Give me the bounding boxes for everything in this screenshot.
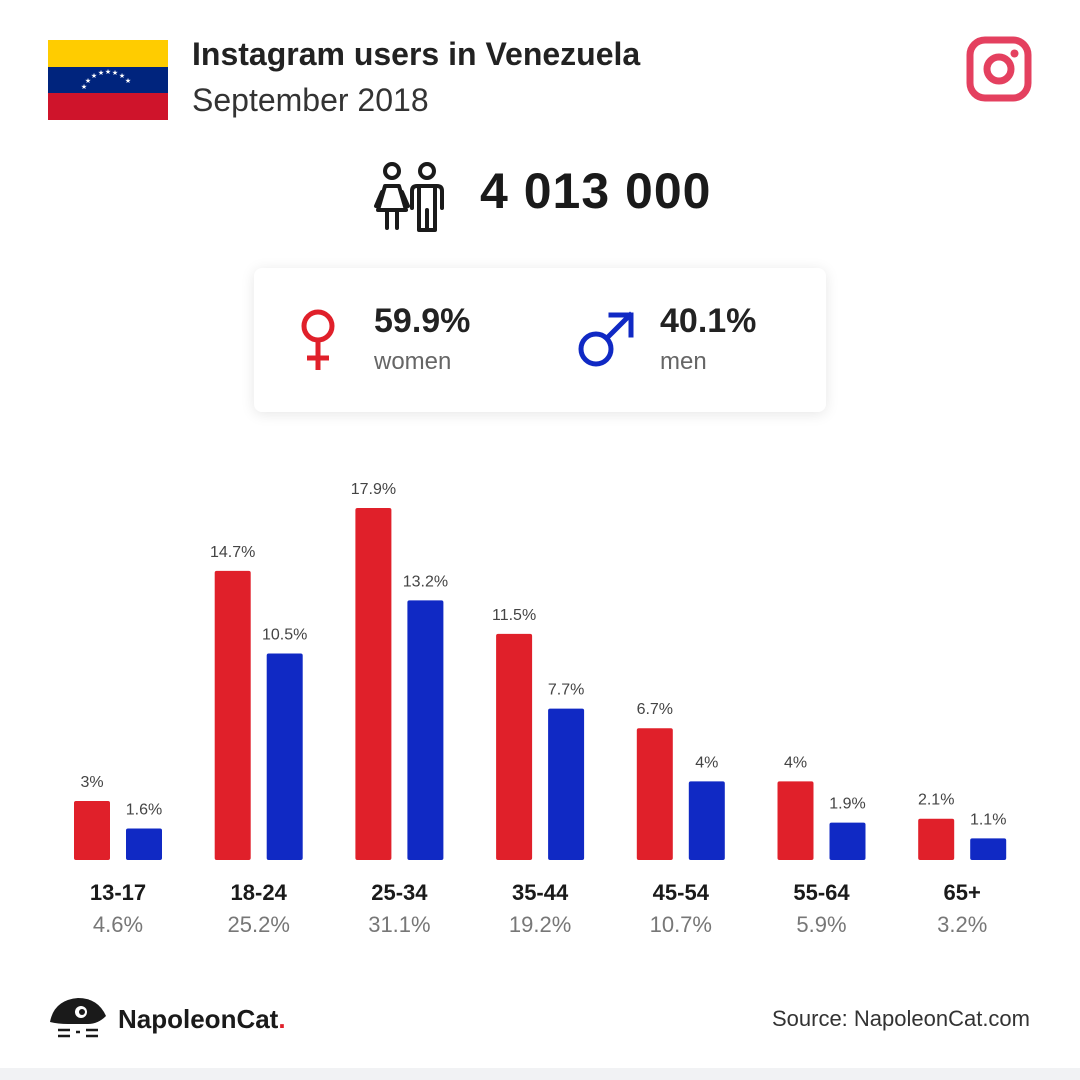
bar-label-women-55-64: 4%: [784, 754, 807, 771]
tick-label-18-24: 18-24: [231, 880, 288, 905]
bar-women-25-34: [355, 508, 392, 860]
bar-label-women-35-44: 11.5%: [492, 607, 536, 624]
page-subtitle: September 2018: [192, 82, 429, 118]
svg-text:★: ★: [81, 83, 87, 91]
bar-women-55-64: [777, 781, 814, 860]
bar-label-women-45-54: 6.7%: [637, 701, 673, 718]
category-total-65+: 3.2%: [937, 912, 987, 937]
female-symbol-icon: [301, 309, 335, 370]
svg-text:★: ★: [119, 72, 125, 80]
bar-women-13-17: [74, 801, 110, 860]
category-total-55-64: 5.9%: [796, 912, 846, 937]
bar-label-women-65+: 2.1%: [918, 792, 954, 809]
bar-label-men-35-44: 7.7%: [548, 682, 584, 699]
svg-text:★: ★: [112, 69, 118, 77]
category-total-35-44: 19.2%: [509, 912, 571, 937]
men-label: men: [660, 348, 707, 375]
bar-label-men-25-34: 13.2%: [403, 573, 448, 590]
gender-split-card: 59.9% women 40.1% men: [254, 268, 826, 412]
bar-women-45-54: [636, 728, 673, 860]
age-gender-bar-chart: 3% 1.6% 13-17 4.6% 14.7% 10.5% 18-24 25.2% 17.9%…: [74, 481, 1007, 937]
category-total-25-34: 31.1%: [368, 912, 430, 937]
venezuela-flag-icon: ★ ★ ★ ★ ★ ★ ★ ★: [48, 40, 168, 120]
svg-text:★: ★: [98, 69, 104, 77]
people-icon: [374, 162, 444, 232]
napoleoncat-logo-icon: [50, 998, 106, 1038]
bar-men-55-64: [829, 822, 866, 860]
bar-women-65+: [918, 818, 955, 860]
svg-text:★: ★: [85, 77, 91, 85]
page-title: Instagram users in Venezuela: [192, 36, 641, 72]
bar-men-13-17: [126, 828, 162, 860]
bar-women-18-24: [214, 570, 251, 860]
bar-label-women-13-17: 3%: [80, 774, 103, 791]
bar-women-35-44: [496, 633, 533, 860]
bar-label-women-25-34: 17.9%: [351, 481, 396, 498]
bar-men-18-24: [266, 653, 303, 860]
tick-label-13-17: 13-17: [90, 880, 146, 905]
svg-text:★: ★: [91, 72, 97, 80]
tick-label-65+: 65+: [944, 880, 981, 905]
bar-label-men-65+: 1.1%: [970, 811, 1006, 828]
category-total-45-54: 10.7%: [650, 912, 712, 937]
bar-label-men-55-64: 1.9%: [829, 796, 865, 813]
bar-men-65+: [970, 838, 1007, 860]
women-label: women: [374, 348, 452, 375]
brand-name: NapoleonCat: [118, 1004, 279, 1034]
bar-men-45-54: [688, 781, 725, 860]
svg-text:★: ★: [105, 68, 111, 76]
brand-dot: .: [278, 1004, 286, 1034]
bar-label-men-18-24: 10.5%: [262, 627, 307, 644]
svg-text:★: ★: [125, 77, 131, 85]
tick-label-25-34: 25-34: [371, 880, 428, 905]
tick-label-35-44: 35-44: [512, 880, 569, 905]
source-credit: Source: NapoleonCat.com: [771, 1006, 1030, 1031]
bar-men-25-34: [407, 600, 444, 860]
bar-label-men-13-17: 1.6%: [126, 802, 162, 819]
bar-men-35-44: [548, 708, 585, 860]
category-total-18-24: 25.2%: [228, 912, 290, 937]
tick-label-45-54: 45-54: [653, 880, 710, 905]
male-symbol-icon: [578, 311, 634, 367]
total-users-value: 4 013 000: [480, 163, 712, 219]
women-percentage: 59.9%: [374, 302, 471, 340]
bar-label-women-18-24: 14.7%: [210, 544, 255, 561]
bar-label-men-45-54: 4%: [695, 754, 718, 771]
tick-label-55-64: 55-64: [793, 880, 850, 905]
category-total-13-17: 4.6%: [93, 912, 143, 937]
bottom-strip: [0, 1068, 1080, 1080]
men-percentage: 40.1%: [660, 302, 757, 340]
napoleoncat-brand: NapoleonCat.: [118, 1004, 286, 1035]
instagram-icon: [966, 36, 1032, 102]
